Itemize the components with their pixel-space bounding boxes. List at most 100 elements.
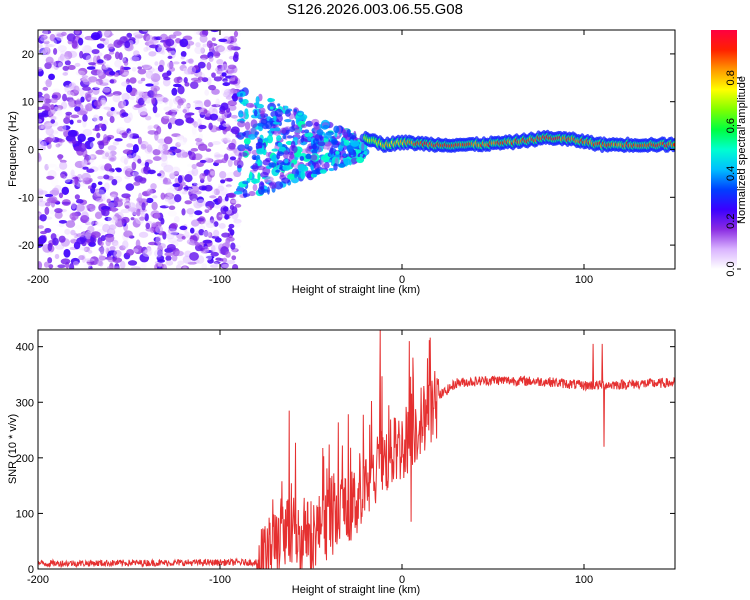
spectrogram-noise-cell xyxy=(58,235,66,243)
spectrogram-noise-cell xyxy=(219,187,228,196)
spectrogram-noise-cell xyxy=(112,257,123,263)
spectrogram-noise-cell xyxy=(133,245,144,255)
spectrogram-noise-cell xyxy=(108,154,117,162)
spectrogram-noise-cell xyxy=(110,206,118,213)
spectrogram-noise-cell xyxy=(130,56,140,62)
spectrogram-noise-cell xyxy=(234,221,241,228)
spectrogram-noise-cell xyxy=(183,106,190,115)
spectrogram-noise-cell xyxy=(95,189,105,197)
spectrogram-noise-cell xyxy=(48,264,54,269)
spectrogram-noise-cell xyxy=(111,216,118,225)
spectrogram-transition-cell xyxy=(256,148,265,155)
spectrogram-noise-cell xyxy=(145,222,151,230)
spectrogram-noise-cell xyxy=(45,78,52,88)
spectrogram-noise-cell xyxy=(120,209,130,214)
colorbar: 0.0 0.2 0.4 0.6 0.8 Normalized spectral ampl… xyxy=(711,30,748,277)
spectrogram-noise-cell xyxy=(163,76,171,81)
spectrogram-noise-cell xyxy=(200,47,206,54)
spectrogram-noise-cell xyxy=(43,30,49,37)
spectrogram-noise-cell xyxy=(98,190,106,195)
spectrogram-noise-cell xyxy=(86,218,95,226)
spectrogram-transition-cell xyxy=(291,162,295,168)
x-tick-label: -100 xyxy=(209,574,231,586)
spectrogram-noise-cell xyxy=(122,71,130,76)
spectrogram-noise-cell xyxy=(181,190,188,195)
spectrogram-noise-cell xyxy=(125,183,135,191)
spectrogram-noise-cell xyxy=(163,164,174,173)
spectrogram-noise-cell xyxy=(141,262,148,269)
spectrogram-noise-cell xyxy=(138,192,143,202)
spectrogram-noise-cell xyxy=(230,199,239,204)
y-tick-label: 0 xyxy=(28,564,34,576)
spectrogram-noise-cell xyxy=(105,170,114,176)
spectrogram-noise-cell xyxy=(187,66,192,75)
spectrogram-noise-cell xyxy=(204,255,213,261)
spectrogram-noise-cell xyxy=(169,172,176,180)
spectrogram-transition-cell xyxy=(297,164,307,171)
spectrogram-transition-cell xyxy=(294,128,302,133)
spectrogram-noise-cell xyxy=(156,125,162,135)
spectrogram-noise-cell xyxy=(199,159,207,164)
spectrogram-noise-cell xyxy=(218,223,226,229)
spectrogram-noise-cell xyxy=(170,232,180,236)
spectrogram-transition-cell xyxy=(294,173,298,179)
spectrogram-noise-cell xyxy=(226,185,232,193)
spectrogram-noise-cell xyxy=(147,125,154,130)
spectrogram-noise-cell xyxy=(153,213,161,219)
spectrogram-noise-cell xyxy=(102,87,111,93)
spectrogram-noise-cell xyxy=(61,31,67,37)
spectrogram-noise-cell xyxy=(230,198,237,205)
spectrogram-noise-cell xyxy=(77,110,88,116)
spectrogram-noise-cell xyxy=(120,65,125,74)
spectrogram-noise-cell xyxy=(137,80,143,84)
spectrogram-noise-cell xyxy=(51,94,58,99)
spectrogram-noise-cell xyxy=(121,92,130,102)
colorbar-ticks: 0.0 0.2 0.4 0.6 0.8 xyxy=(725,70,741,277)
spectrogram-noise-cell xyxy=(92,116,101,123)
spectrogram-noise-cell xyxy=(97,175,104,180)
spectrogram-noise-cell xyxy=(62,65,70,71)
spectrogram-noise-cell xyxy=(91,182,97,189)
spectrogram-noise-cell xyxy=(184,200,193,205)
spectrogram-noise-cell xyxy=(45,43,55,48)
spectrogram-noise-cell xyxy=(98,115,104,121)
spectrogram-noise-cell xyxy=(70,229,76,236)
spectrogram-transition-cell xyxy=(276,151,284,157)
spectrogram-noise-cell xyxy=(132,152,139,161)
spectrogram-transition-cell xyxy=(257,172,261,181)
spectrogram-noise-cell xyxy=(157,242,166,249)
spectrogram-noise-cell xyxy=(166,243,176,251)
spectrogram-noise-cell xyxy=(65,111,73,116)
spectrogram-transition-cell xyxy=(282,165,291,171)
spectrogram-noise-cell xyxy=(96,132,101,139)
spectrogram-transition-cell xyxy=(289,144,298,154)
spectrogram-noise-cell xyxy=(186,124,195,129)
spectrogram-transition-cell xyxy=(355,149,362,154)
spectrogram-noise-cell xyxy=(224,239,231,248)
spectrogram-noise-cell xyxy=(97,123,104,128)
spectrogram-noise-cell xyxy=(50,116,57,121)
spectrogram-transition-cell xyxy=(267,98,276,102)
spectrogram-noise-cell xyxy=(49,33,56,42)
spectrogram-transition-cell xyxy=(269,128,276,132)
spectrogram-noise-cell xyxy=(81,172,91,181)
spectrogram-noise-cell xyxy=(169,222,178,229)
spectrogram-noise-cell xyxy=(161,158,168,166)
spectrogram-noise-cell xyxy=(75,98,82,108)
spectrogram-transition-cell xyxy=(251,154,257,161)
spectrogram-transition-cell xyxy=(346,145,354,153)
spectrogram-noise-cell xyxy=(113,39,123,48)
spectrogram-noise-cell xyxy=(42,86,49,91)
spectrogram-noise-cell xyxy=(227,100,237,107)
spectrogram-noise-cell xyxy=(167,169,174,175)
spectrogram-noise-cell xyxy=(182,104,191,108)
spectrogram-noise-cell xyxy=(124,40,131,49)
spectrogram-noise-cell xyxy=(204,89,210,96)
spectrogram-noise-cell xyxy=(164,198,170,208)
spectrogram-noise-cell xyxy=(164,115,170,120)
spectrogram-noise-cell xyxy=(61,199,71,206)
spectrogram-transition-cell xyxy=(269,181,277,190)
spectrogram-noise-cell xyxy=(44,202,51,207)
spectrogram-noise-cell xyxy=(47,257,53,264)
spectrogram-noise-cell xyxy=(228,142,236,150)
